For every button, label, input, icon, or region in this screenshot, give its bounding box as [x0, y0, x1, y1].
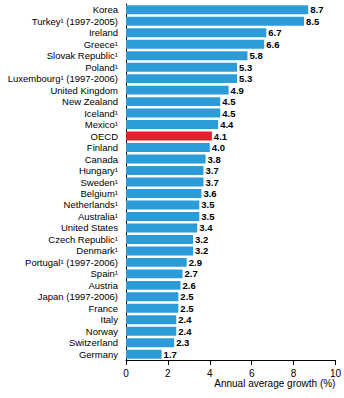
svg-text:3.2: 3.2 [195, 245, 208, 256]
svg-text:2.5: 2.5 [180, 291, 194, 302]
svg-text:United States: United States [61, 222, 118, 233]
svg-text:10: 10 [330, 368, 342, 379]
svg-text:Annual average growth (%): Annual average growth (%) [214, 378, 335, 389]
svg-text:4.4: 4.4 [220, 119, 234, 130]
svg-text:Italy: Italy [101, 314, 119, 325]
svg-text:Greece¹: Greece¹ [84, 39, 118, 50]
svg-text:2.6: 2.6 [182, 280, 195, 291]
svg-text:Luxembourg¹ (1997-2006): Luxembourg¹ (1997-2006) [8, 73, 118, 84]
svg-text:OECD: OECD [91, 131, 119, 142]
svg-text:Finland: Finland [87, 142, 118, 153]
svg-text:4.5: 4.5 [222, 108, 236, 119]
svg-text:Iceland¹: Iceland¹ [84, 108, 118, 119]
svg-text:Korea: Korea [93, 4, 119, 15]
svg-text:United Kingdom: United Kingdom [50, 85, 118, 96]
svg-text:3.5: 3.5 [201, 199, 215, 210]
svg-text:3.7: 3.7 [205, 165, 218, 176]
svg-text:Netherlands¹: Netherlands¹ [64, 199, 118, 210]
svg-text:6: 6 [249, 368, 255, 379]
svg-text:Czech Republic¹: Czech Republic¹ [48, 234, 118, 245]
svg-text:5.8: 5.8 [249, 50, 262, 61]
svg-text:3.8: 3.8 [208, 154, 221, 165]
svg-text:Poland¹: Poland¹ [85, 62, 118, 73]
svg-text:Australia¹: Australia¹ [78, 211, 118, 222]
svg-text:Denmark¹: Denmark¹ [76, 245, 118, 256]
svg-text:Portugal¹ (1997-2006): Portugal¹ (1997-2006) [25, 257, 118, 268]
svg-text:0: 0 [123, 368, 129, 379]
svg-text:Canada: Canada [85, 154, 119, 165]
svg-text:2.7: 2.7 [185, 268, 198, 279]
svg-text:1.7: 1.7 [164, 349, 177, 360]
svg-text:Germany: Germany [79, 349, 118, 360]
svg-text:Belgium¹: Belgium¹ [81, 188, 119, 199]
svg-text:5.3: 5.3 [239, 73, 252, 84]
svg-text:Austria: Austria [88, 280, 118, 291]
svg-text:6.6: 6.6 [266, 39, 279, 50]
svg-text:4: 4 [207, 368, 213, 379]
svg-text:4.1: 4.1 [214, 131, 228, 142]
svg-text:8.7: 8.7 [310, 4, 323, 15]
svg-text:Sweden¹: Sweden¹ [81, 177, 119, 188]
svg-text:2.3: 2.3 [176, 337, 189, 348]
svg-text:4.9: 4.9 [231, 85, 244, 96]
svg-text:3.6: 3.6 [203, 188, 216, 199]
svg-text:2.5: 2.5 [180, 303, 194, 314]
svg-text:Turkey¹ (1997-2005): Turkey¹ (1997-2005) [32, 16, 118, 27]
svg-text:2.4: 2.4 [178, 326, 192, 337]
svg-text:Ireland: Ireland [89, 27, 118, 38]
svg-text:Japan (1997-2006): Japan (1997-2006) [38, 291, 118, 302]
svg-text:5.3: 5.3 [239, 62, 252, 73]
svg-text:Norway: Norway [86, 326, 118, 337]
svg-text:Slovak Republic¹: Slovak Republic¹ [47, 50, 118, 61]
svg-text:Mexico¹: Mexico¹ [85, 119, 118, 130]
svg-text:Hungary¹: Hungary¹ [79, 165, 118, 176]
svg-text:6.7: 6.7 [268, 27, 281, 38]
svg-text:France: France [88, 303, 118, 314]
svg-text:3.2: 3.2 [195, 234, 208, 245]
svg-text:3.5: 3.5 [201, 211, 215, 222]
svg-text:2: 2 [165, 368, 171, 379]
svg-text:4.5: 4.5 [222, 96, 236, 107]
svg-text:3.4: 3.4 [199, 222, 213, 233]
svg-text:2.9: 2.9 [189, 257, 202, 268]
svg-text:8: 8 [291, 368, 297, 379]
svg-text:3.7: 3.7 [205, 177, 218, 188]
svg-text:Switzerland: Switzerland [69, 337, 118, 348]
svg-text:Spain¹: Spain¹ [91, 268, 118, 279]
svg-text:4.0: 4.0 [212, 142, 225, 153]
svg-text:8.5: 8.5 [306, 16, 320, 27]
svg-text:New Zealand: New Zealand [62, 96, 118, 107]
svg-text:2.4: 2.4 [178, 314, 192, 325]
